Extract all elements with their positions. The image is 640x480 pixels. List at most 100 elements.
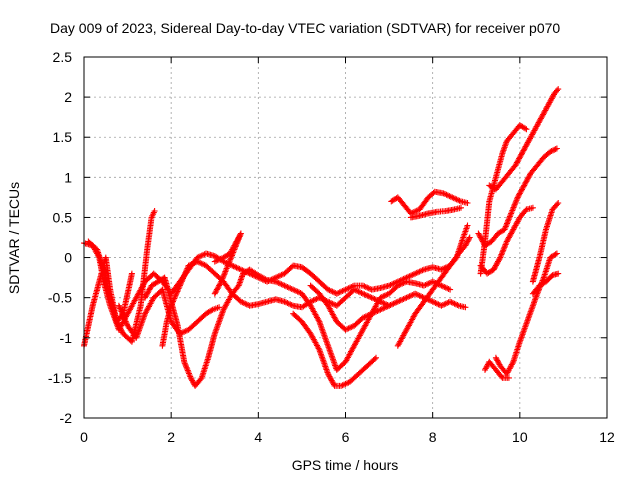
plus-marker [169,299,176,306]
plus-marker [446,193,453,200]
plus-marker [507,231,514,238]
plus-marker [220,272,227,279]
plus-marker [499,248,506,255]
plus-marker [339,382,346,389]
plus-marker [232,263,239,270]
plus-marker [531,127,538,134]
x-tick-label: 10 [512,429,528,445]
plus-marker [344,326,350,333]
plus-marker [441,284,448,290]
plus-marker [440,190,447,197]
plus-marker [383,292,390,298]
series-sat-p [477,204,536,277]
plus-marker [520,147,527,154]
plus-marker [237,230,244,237]
axis-ticks [83,56,608,419]
plus-marker [216,282,223,289]
plus-marker [361,283,368,290]
plus-marker [344,286,350,292]
plus-marker [294,288,301,295]
plus-marker [336,289,343,296]
y-tick-label: 2.5 [53,49,73,65]
plus-marker [430,189,437,196]
plus-marker [464,200,471,206]
plus-marker [183,364,190,371]
series-sat-f [211,230,244,297]
plus-marker [526,173,533,179]
data-marks [81,86,562,389]
plus-marker [545,102,552,109]
plus-marker [449,194,456,201]
plus-marker [505,374,512,381]
plus-marker [211,290,218,297]
plus-marker [143,292,150,298]
plus-marker [506,365,513,372]
chart-title: Day 009 of 2023, Sidereal Day-to-day VTE… [50,20,560,36]
y-axis-label: SDTVAR / TECUs [6,182,22,294]
plus-marker [498,373,505,380]
x-tick-label: 6 [342,429,350,445]
plus-marker [539,112,546,119]
plus-marker [458,204,464,211]
plus-marker [352,287,359,294]
plus-marker [509,207,516,214]
plus-marker [455,197,462,204]
x-axis-label: GPS time / hours [292,457,399,473]
plus-marker [275,280,282,286]
plus-marker [466,234,473,241]
plus-marker [217,255,224,262]
y-tick-label: -0.5 [48,290,72,306]
plus-marker [540,111,547,118]
y-tick-label: 2 [64,89,72,105]
plus-marker [221,269,228,276]
plus-marker [548,95,555,102]
plus-marker [380,305,387,312]
plus-marker [315,317,322,324]
plus-marker [502,225,509,231]
plus-marker [284,300,291,306]
plus-marker [479,238,486,245]
plus-marker [542,107,549,114]
plus-marker [198,260,205,267]
plus-marker [236,234,243,241]
plus-marker [441,301,448,308]
plus-marker [509,227,516,234]
x-tick-label: 4 [254,429,262,445]
plus-marker [275,273,282,280]
plus-marker [429,298,436,305]
plus-marker [176,282,183,289]
plus-marker [435,301,442,308]
plus-marker [515,217,522,224]
plus-marker [371,296,378,302]
plus-marker [405,294,411,300]
plus-marker [339,288,346,294]
plus-marker [523,142,530,149]
x-tick-label: 12 [599,429,615,445]
plus-marker [182,269,189,276]
plus-marker [407,292,414,299]
plus-marker [183,268,190,275]
plus-marker [186,372,193,378]
plus-marker [396,282,403,288]
series-sat-t [529,200,562,285]
plus-marker [512,200,519,207]
plus-marker [146,286,153,293]
plus-marker [419,267,426,274]
plus-marker [278,271,285,278]
plus-marker [416,268,423,275]
plus-marker [198,252,205,259]
plus-marker [520,183,527,190]
plus-marker [476,231,483,238]
plus-marker [284,284,291,290]
plus-marker [510,226,517,233]
plus-marker [444,285,451,292]
y-tick-label: 1 [64,169,72,185]
plus-marker [448,299,455,306]
plus-marker [119,309,125,316]
plus-marker [227,255,234,262]
plus-marker [380,300,387,306]
plus-marker [505,217,512,224]
plus-marker [121,315,128,322]
plus-marker [223,267,229,273]
plus-marker [498,251,505,258]
